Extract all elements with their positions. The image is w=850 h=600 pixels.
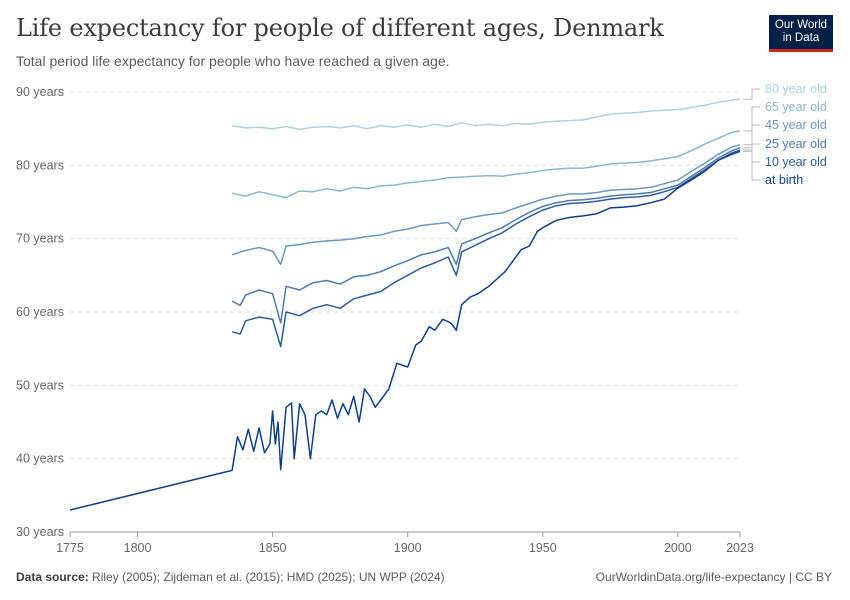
legend-connector (743, 150, 760, 181)
y-tick-label: 80 years (16, 158, 64, 172)
x-tick-label: 1850 (259, 541, 287, 555)
x-tick-label: 2000 (664, 541, 692, 555)
footer-url[interactable]: OurWorldinData.org/life-expectancy | CC … (595, 570, 832, 584)
footer-source: Data source: Riley (2005); Zijdeman et a… (16, 570, 445, 584)
series-line[interactable] (231, 144, 741, 266)
y-tick-label: 50 years (16, 378, 64, 392)
series-line[interactable] (231, 146, 741, 324)
x-tick-label: 1950 (529, 541, 557, 555)
y-tick-label: 60 years (16, 305, 64, 319)
series-label[interactable]: 65 year old (765, 100, 827, 114)
chart-subtitle: Total period life expectancy for people … (16, 53, 450, 69)
y-tick-label: 30 years (16, 525, 64, 539)
x-tick-label: 1800 (124, 541, 152, 555)
grid-layer (70, 91, 740, 533)
line-chart: 30 years 40 years 50 years 60 years 70 years… (16, 82, 827, 555)
x-tick-label: 2023 (726, 541, 754, 555)
y-tick-label: 70 years (16, 232, 64, 246)
owid-logo[interactable]: Our World in Data (769, 15, 833, 52)
axis-layer: 30 years 40 years 50 years 60 years 70 years… (16, 85, 754, 555)
logo-line-2: in Data (782, 32, 820, 44)
x-tick-label: 1775 (56, 541, 84, 555)
series-label[interactable]: 80 year old (765, 82, 827, 96)
legend-layer: 80 year old 65 year old 45 year old 25 year… (743, 82, 827, 187)
series-line[interactable] (231, 98, 741, 131)
legend-connector (743, 143, 760, 149)
source-text: Riley (2005); Zijdeman et al. (2015); HM… (92, 570, 445, 584)
y-tick-label: 90 years (16, 85, 64, 99)
source-label: Data source: (16, 570, 89, 584)
legend-connector (743, 124, 760, 146)
series-line[interactable] (231, 149, 741, 348)
series-label[interactable]: 10 year old (765, 155, 827, 169)
logo-line-1: Our World (774, 19, 828, 31)
y-tick-label: 40 years (16, 452, 64, 466)
series-label[interactable]: 45 year old (765, 118, 827, 132)
series-label[interactable]: at birth (765, 173, 803, 187)
x-tick-label: 1900 (394, 541, 422, 555)
chart-title: Life expectancy for people of different … (16, 14, 664, 42)
series-line[interactable] (231, 130, 741, 199)
series-layer (69, 98, 741, 511)
legend-connector (743, 88, 760, 100)
legend-connector (743, 106, 760, 132)
series-line[interactable] (69, 150, 741, 511)
series-label[interactable]: 25 year old (765, 137, 827, 151)
